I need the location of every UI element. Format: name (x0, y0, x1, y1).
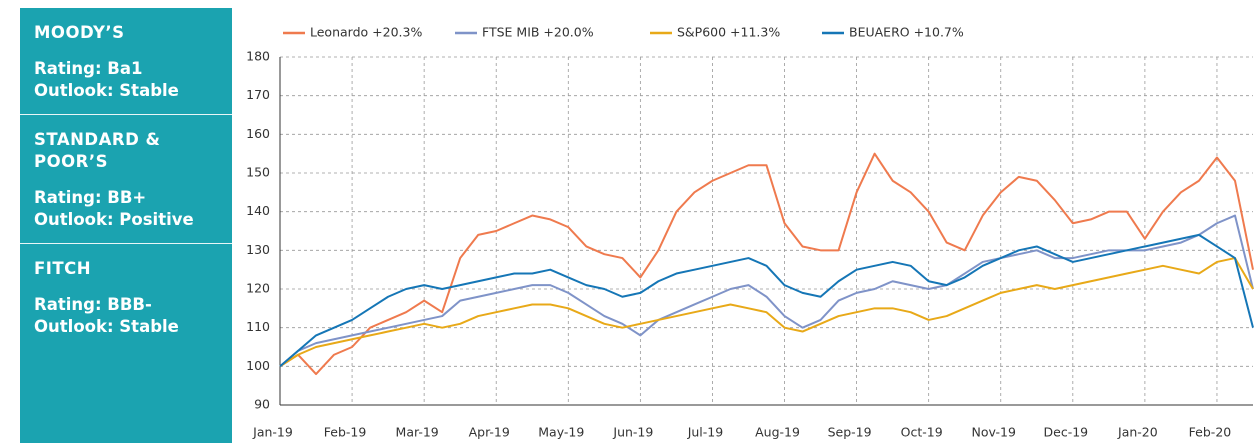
rating-section: FITCH Rating: BBB- Outlook: Stable (20, 244, 232, 350)
series-line (279, 214, 1254, 368)
rating-line: Rating: Ba1 (34, 59, 143, 78)
x-tick-label: Jan-20 (1117, 425, 1158, 440)
x-tick-label: Oct-19 (901, 425, 943, 440)
x-tick-label: Feb-19 (324, 425, 367, 440)
y-tick-label: 90 (254, 397, 270, 412)
rating-panel: MOODY’S Rating: Ba1 Outlook: Stable STANDAR… (20, 8, 232, 443)
legend-label: Leonardo +20.3% (310, 25, 422, 40)
y-tick-label: 110 (246, 319, 270, 334)
rating-section: STANDARD & POOR’S Rating: BB+ Outlook: Pos… (20, 115, 232, 244)
rating-line: Rating: BB+ (34, 188, 147, 207)
legend-label: FTSE MIB +20.0% (482, 25, 594, 40)
y-tick-label: 130 (246, 242, 270, 257)
legend-label: BEUAERO +10.7% (849, 25, 964, 40)
x-tick-label: Jul-19 (687, 425, 724, 440)
y-tick-label: 160 (246, 126, 270, 141)
y-tick-label: 180 (246, 49, 270, 64)
x-tick-label: Aug-19 (755, 425, 800, 440)
y-tick-label: 100 (246, 358, 270, 373)
x-tick-label: Jun-19 (612, 425, 653, 440)
agency-name: FITCH (34, 259, 92, 278)
rating-line: Outlook: Positive (34, 210, 194, 229)
series-line (279, 152, 1254, 376)
series-line (279, 257, 1254, 368)
y-tick-label: 170 (246, 87, 270, 102)
agency-name: MOODY’S (34, 23, 125, 42)
x-tick-label: Mar-19 (396, 425, 439, 440)
x-tick-label: Apr-19 (469, 425, 510, 440)
y-tick-label: 150 (246, 165, 270, 180)
x-tick-label: Dec-19 (1044, 425, 1089, 440)
x-tick-label: Sep-19 (828, 425, 872, 440)
rating-line: Outlook: Stable (34, 81, 179, 100)
x-tick-label: May-19 (538, 425, 584, 440)
rating-line: Outlook: Stable (34, 317, 179, 336)
x-tick-label: Jan-19 (252, 425, 293, 440)
legend-label: S&P600 +11.3% (677, 25, 780, 40)
series-line (279, 233, 1254, 368)
rating-line: Rating: BBB- (34, 295, 152, 314)
y-tick-label: 140 (246, 203, 270, 218)
x-tick-label: Nov-19 (971, 425, 1016, 440)
rating-section: MOODY’S Rating: Ba1 Outlook: Stable (20, 8, 232, 115)
x-tick-label: Feb-20 (1189, 425, 1232, 440)
y-tick-label: 120 (246, 281, 270, 296)
agency-name: STANDARD & POOR’S (34, 130, 161, 171)
